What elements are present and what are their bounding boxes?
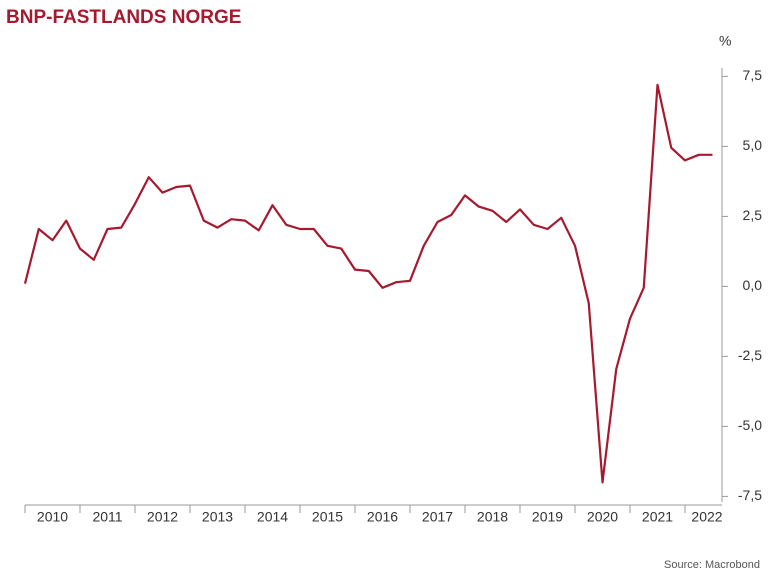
x-tick-label: 2014: [257, 509, 288, 525]
y-unit: %: [719, 33, 731, 49]
line-series: [23, 83, 713, 484]
x-tick-label: 2019: [532, 509, 563, 525]
y-tick-label: 0,0: [743, 277, 763, 293]
x-tick-label: 2016: [367, 509, 398, 525]
x-tick-label: 2010: [37, 509, 68, 525]
y-tick-label: 2,5: [743, 207, 763, 223]
y-tick-label: 7,5: [743, 67, 763, 83]
y-tick-label: -5,0: [738, 417, 762, 433]
x-tick-label: 2013: [202, 509, 233, 525]
x-tick-label: 2011: [92, 509, 122, 525]
x-tick-label: 2022: [691, 509, 722, 525]
x-tick-label: 2015: [312, 509, 343, 525]
x-tick-label: 2017: [422, 509, 453, 525]
source: Source: Macrobond: [664, 559, 760, 571]
y-tick-label: 5,0: [743, 137, 763, 153]
y-tick-label: -2,5: [738, 347, 762, 363]
chart-title: BNP-FASTLANDS NORGE: [6, 7, 241, 28]
x-tick-label: 2020: [587, 509, 618, 525]
y-tick-label: -7,5: [738, 487, 762, 503]
x-tick-label: 2018: [477, 509, 508, 525]
x-tick-label: 2021: [642, 509, 673, 525]
x-tick-label: 2012: [147, 509, 178, 525]
